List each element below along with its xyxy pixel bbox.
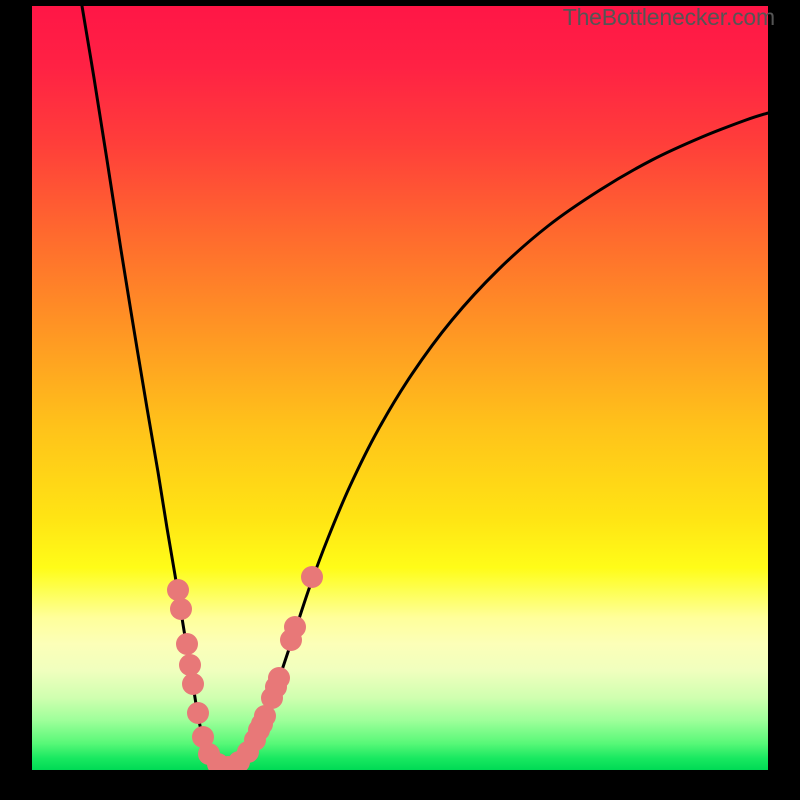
data-marker — [192, 726, 214, 748]
data-marker — [268, 667, 290, 689]
data-markers — [167, 566, 323, 778]
data-marker — [217, 756, 239, 778]
data-marker — [167, 579, 189, 601]
curve-right-branch — [226, 113, 768, 768]
chart-border — [0, 0, 800, 800]
data-marker — [301, 566, 323, 588]
data-marker — [237, 741, 259, 763]
data-marker — [248, 719, 270, 741]
data-marker — [254, 705, 276, 727]
chart-svg — [0, 0, 800, 800]
data-marker — [207, 753, 229, 775]
data-marker — [261, 687, 283, 709]
data-marker — [244, 729, 266, 751]
data-marker — [228, 751, 250, 773]
data-marker — [187, 702, 209, 724]
data-marker — [170, 598, 192, 620]
data-marker — [182, 673, 204, 695]
figure: TheBottlenecker.com — [0, 0, 800, 800]
data-marker — [265, 676, 287, 698]
data-marker — [179, 654, 201, 676]
curve-left-branch — [82, 6, 226, 768]
data-marker — [176, 633, 198, 655]
data-marker — [251, 713, 273, 735]
watermark-text: TheBottlenecker.com — [563, 4, 775, 31]
data-marker — [280, 629, 302, 651]
chart-background-gradient — [32, 6, 768, 770]
data-marker — [284, 616, 306, 638]
data-marker — [198, 743, 220, 765]
